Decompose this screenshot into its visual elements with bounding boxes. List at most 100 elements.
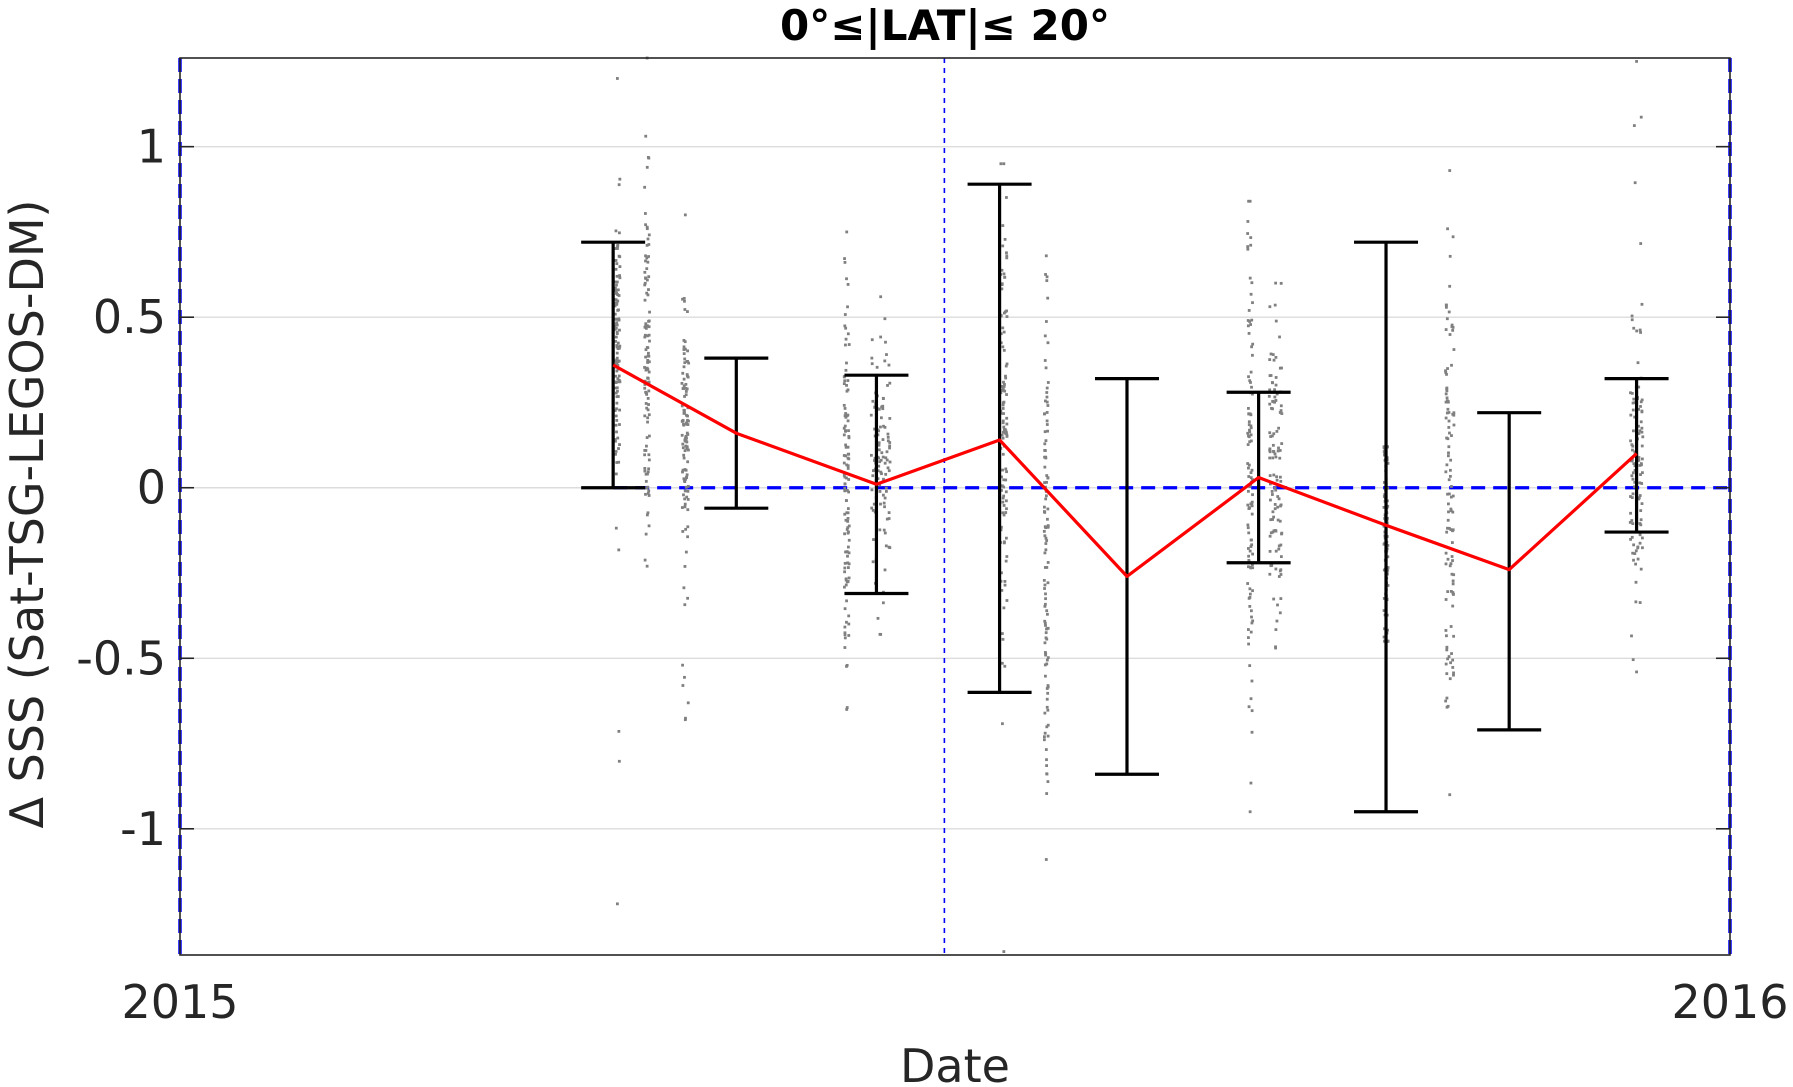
scatter-point bbox=[685, 373, 689, 376]
scatter-point bbox=[1002, 513, 1006, 517]
scatter-point bbox=[1444, 303, 1448, 307]
scatter-point bbox=[685, 431, 689, 435]
scatter-point bbox=[847, 343, 851, 346]
scatter-point bbox=[1004, 429, 1008, 433]
scatter-point bbox=[1447, 655, 1451, 658]
scatter-point bbox=[1279, 404, 1283, 408]
scatter-point bbox=[613, 304, 617, 308]
scatter-point bbox=[1251, 353, 1254, 357]
scatter-point bbox=[1635, 60, 1638, 63]
scatter-point bbox=[1000, 589, 1004, 592]
scatter-point bbox=[880, 451, 884, 455]
scatter-point bbox=[618, 380, 622, 384]
scatter-point bbox=[1449, 625, 1453, 628]
scatter-point bbox=[845, 620, 848, 624]
scatter-point bbox=[1247, 199, 1251, 203]
scatter-point bbox=[647, 275, 651, 279]
scatter-point bbox=[843, 585, 846, 589]
scatter-point bbox=[616, 247, 619, 250]
scatter-point bbox=[615, 345, 619, 349]
scatter-point bbox=[1272, 432, 1276, 436]
scatter-point bbox=[1444, 400, 1448, 404]
scatter-point bbox=[1247, 406, 1250, 410]
scatter-point bbox=[647, 389, 651, 393]
scatter-point bbox=[1639, 518, 1643, 522]
scatter-point bbox=[645, 366, 649, 370]
scatter-point bbox=[686, 525, 690, 529]
scatter-point bbox=[846, 517, 850, 520]
scatter-point bbox=[884, 456, 888, 460]
scatter-point bbox=[1633, 480, 1637, 484]
scatter-point bbox=[682, 586, 686, 590]
scatter-point bbox=[686, 596, 690, 600]
scatter-point bbox=[683, 411, 686, 415]
scatter-point bbox=[1451, 591, 1455, 594]
scatter-point bbox=[1632, 397, 1636, 401]
x-axis-label: Date bbox=[900, 1039, 1010, 1087]
scatter-point bbox=[1247, 309, 1251, 312]
scatter-point bbox=[617, 183, 621, 187]
scatter-point bbox=[644, 479, 648, 483]
scatter-point bbox=[1044, 624, 1047, 627]
scatter-point bbox=[1247, 475, 1251, 478]
scatter-point bbox=[1046, 404, 1050, 407]
scatter-point bbox=[843, 561, 847, 565]
scatter-point bbox=[1277, 547, 1281, 551]
scatter-point bbox=[1043, 641, 1047, 645]
scatter-point bbox=[1000, 484, 1004, 488]
scatter-point bbox=[1274, 567, 1278, 571]
scatter-point bbox=[644, 390, 648, 394]
scatter-point bbox=[1449, 562, 1453, 566]
scatter-point bbox=[1444, 392, 1448, 396]
scatter-point bbox=[647, 255, 650, 258]
scatter-point bbox=[1637, 456, 1641, 459]
scatter-point bbox=[1268, 431, 1272, 435]
scatter-point bbox=[618, 274, 621, 277]
scatter-point bbox=[1632, 462, 1636, 466]
scatter-point bbox=[1636, 557, 1640, 561]
scatter-point bbox=[887, 363, 891, 367]
scatter-point bbox=[845, 706, 849, 709]
scatter-point bbox=[870, 488, 874, 492]
scatter-point bbox=[1044, 494, 1048, 498]
scatter-point bbox=[1248, 506, 1251, 510]
scatter-point bbox=[1000, 268, 1004, 272]
scatter-point bbox=[686, 374, 689, 378]
scatter-point bbox=[1250, 512, 1254, 516]
scatter-point bbox=[1637, 458, 1641, 462]
scatter-point bbox=[1445, 634, 1448, 638]
scatter-point bbox=[1451, 666, 1455, 669]
scatter-point bbox=[648, 339, 651, 343]
scatter-point bbox=[682, 352, 686, 356]
scatter-point bbox=[887, 511, 891, 515]
scatter-point bbox=[1003, 383, 1006, 386]
scatter-point bbox=[1004, 536, 1008, 540]
scatter-point bbox=[1639, 115, 1643, 119]
scatter-point bbox=[875, 365, 879, 369]
scatter-point bbox=[844, 577, 848, 581]
scatter-point bbox=[879, 416, 883, 420]
scatter-point bbox=[1248, 428, 1251, 432]
scatter-point bbox=[1631, 408, 1635, 412]
scatter-point bbox=[1005, 507, 1008, 511]
scatter-point bbox=[877, 443, 881, 447]
scatter-point bbox=[1042, 578, 1046, 582]
scatter-point bbox=[645, 165, 649, 169]
scatter-point bbox=[1272, 358, 1276, 362]
scatter-point bbox=[643, 383, 647, 386]
scatter-point bbox=[1004, 511, 1008, 514]
scatter-point bbox=[1275, 475, 1278, 479]
scatter-point bbox=[1043, 731, 1047, 735]
scatter-point bbox=[646, 293, 650, 297]
scatter-point bbox=[884, 486, 888, 490]
scatter-point bbox=[1247, 565, 1250, 569]
scatter-point bbox=[1251, 493, 1254, 497]
scatter-point bbox=[844, 518, 848, 522]
scatter-point bbox=[1044, 254, 1048, 258]
scatter-point bbox=[1002, 504, 1006, 507]
y-tick-label: 1 bbox=[137, 120, 166, 174]
scatter-point bbox=[1452, 671, 1455, 675]
scatter-point bbox=[646, 260, 650, 264]
scatter-point bbox=[686, 359, 689, 363]
scatter-point bbox=[614, 335, 618, 339]
